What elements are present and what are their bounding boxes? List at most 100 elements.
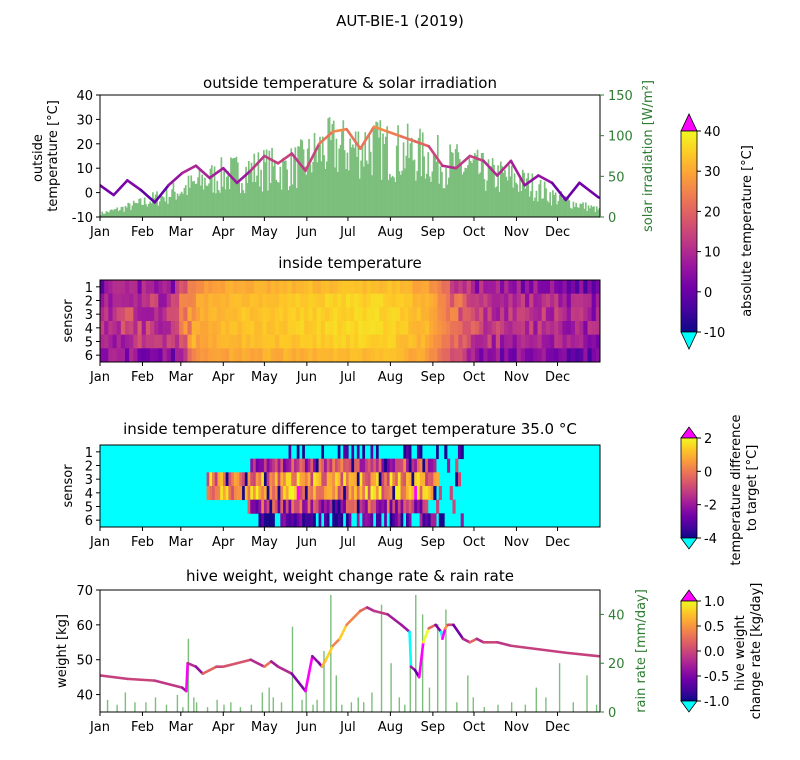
difference-heatmap-cell	[247, 499, 251, 514]
difference-heatmap-cell	[288, 458, 292, 473]
irradiation-bar	[209, 168, 212, 217]
inside-heatmap-cell	[133, 334, 138, 349]
weight-x-tick-label: Dec	[545, 720, 570, 735]
irradiation-bar	[213, 166, 216, 217]
rain-bar	[223, 704, 225, 712]
inside-heatmap-cell	[400, 307, 405, 322]
inside-heatmap-cell	[591, 321, 597, 336]
inside-heatmap-cell	[158, 321, 163, 336]
hive-weight-segment	[153, 679, 184, 689]
irradiation-bar	[198, 168, 201, 217]
inside-heatmap-cell	[450, 321, 455, 336]
difference-heatmap-cell	[427, 486, 432, 501]
inside-heatmap-cell	[220, 348, 226, 363]
difference-panel: inside temperature difference to target …	[61, 420, 601, 550]
difference-heatmap-cell	[302, 513, 306, 528]
inside-heatmap-cell	[500, 280, 505, 295]
inside-heatmap-cell	[187, 348, 193, 363]
difference-heatmap-cell	[304, 472, 309, 487]
inside-heatmap-cell	[141, 280, 147, 295]
inside-heatmap-cell	[354, 293, 359, 308]
irradiation-bar	[401, 170, 404, 217]
inside-heatmap-cell	[312, 280, 318, 295]
irradiation-bar	[357, 131, 360, 217]
irradiation-bar	[413, 159, 416, 217]
inside-heatmap-cell	[212, 348, 218, 363]
difference-heatmap-cell	[310, 513, 314, 528]
inside-heatmap-cell	[437, 334, 443, 349]
outside-y-tick-label: 10	[76, 162, 93, 177]
irradiation-bar	[510, 165, 513, 217]
difference-heatmap-cell	[337, 499, 341, 514]
inside-heatmap-cell	[508, 321, 513, 336]
inside-heatmap-cell	[475, 321, 480, 336]
difference-heatmap-cell	[293, 499, 298, 514]
inside-heatmap-cell	[345, 293, 351, 308]
inside-heatmap-cell	[508, 348, 513, 363]
difference-heatmap-cell	[250, 472, 254, 487]
inside-heatmap-cell	[216, 321, 222, 336]
inside-heatmap-cell	[158, 293, 163, 308]
outside-temperature-segment	[276, 152, 294, 165]
outside-temperature-segment	[331, 127, 348, 133]
inside-heatmap-cell	[279, 348, 284, 363]
difference-heatmap-cell	[299, 486, 303, 501]
difference-heatmap-cell	[247, 472, 251, 487]
difference-heatmap-cell	[381, 458, 385, 473]
inside-heatmap-cell	[525, 321, 530, 336]
inside-heatmap-cell	[166, 348, 172, 363]
difference-heatmap-cell	[299, 445, 303, 460]
difference-heatmap-cell	[307, 486, 311, 501]
weight-x-tick-label: Sep	[421, 720, 446, 735]
inside-heatmap-cell	[454, 348, 459, 363]
difference-heatmap-cell	[324, 472, 328, 487]
inside-heatmap-cell	[150, 348, 155, 363]
inside-heatmap-cell	[283, 348, 288, 363]
inside-heatmap-cell	[358, 348, 363, 363]
difference-heatmap-cell	[438, 445, 442, 460]
inside-heatmap-cell	[237, 280, 243, 295]
difference-heatmap-cell	[356, 472, 360, 487]
inside-heatmap-cell	[562, 334, 568, 349]
difference-heatmap-cell	[236, 472, 240, 487]
difference-heatmap-cell	[302, 472, 306, 487]
weight-plot-frame	[99, 589, 601, 713]
inside-heatmap-cell	[587, 321, 593, 336]
inside-heatmap-cell	[437, 293, 443, 308]
inside-heatmap-cell	[175, 348, 180, 363]
inside-heatmap-cell	[245, 307, 251, 322]
inside-heatmap-cell	[462, 293, 468, 308]
difference-heatmap-cell	[274, 513, 278, 528]
inside-heatmap-cell	[145, 307, 151, 322]
inside-heatmap-cell	[108, 321, 113, 336]
outside-y-tick-label: -10	[72, 211, 93, 226]
inside-heatmap-cell	[279, 280, 284, 295]
inside-heatmap-cell	[308, 307, 313, 322]
difference-heatmap-cell	[367, 513, 371, 528]
inside-y-tick-label: 3	[85, 308, 93, 323]
inside-heatmap-cell	[433, 334, 438, 349]
irradiation-bar	[176, 193, 179, 217]
inside-heatmap-cell	[170, 334, 176, 349]
irradiation-bar	[365, 160, 368, 217]
inside-heatmap-cell	[325, 280, 330, 295]
inside-heatmap-cell	[316, 280, 322, 295]
inside-heatmap-cell	[320, 293, 326, 308]
difference-heatmap-cell	[354, 486, 358, 501]
inside-heatmap-cell	[583, 280, 588, 295]
inside-heatmap-cell	[350, 334, 355, 349]
inside-heatmap-cell	[408, 334, 413, 349]
irradiation-bar	[438, 183, 441, 217]
difference-heatmap-cell	[375, 472, 380, 487]
inside-heatmap-cell	[200, 293, 205, 308]
rain-bar	[415, 594, 417, 712]
irradiation-bar	[479, 172, 482, 217]
irradiation-bar	[298, 146, 301, 217]
inside-heatmap-cell	[558, 348, 563, 363]
difference-heatmap-cell	[315, 486, 319, 501]
irradiation-bar	[283, 160, 286, 217]
inside-heatmap-cell	[470, 307, 476, 322]
inside-heatmap-cell	[112, 280, 118, 295]
inside-heatmap-cell	[191, 321, 197, 336]
difference-heatmap-cell	[348, 499, 352, 514]
